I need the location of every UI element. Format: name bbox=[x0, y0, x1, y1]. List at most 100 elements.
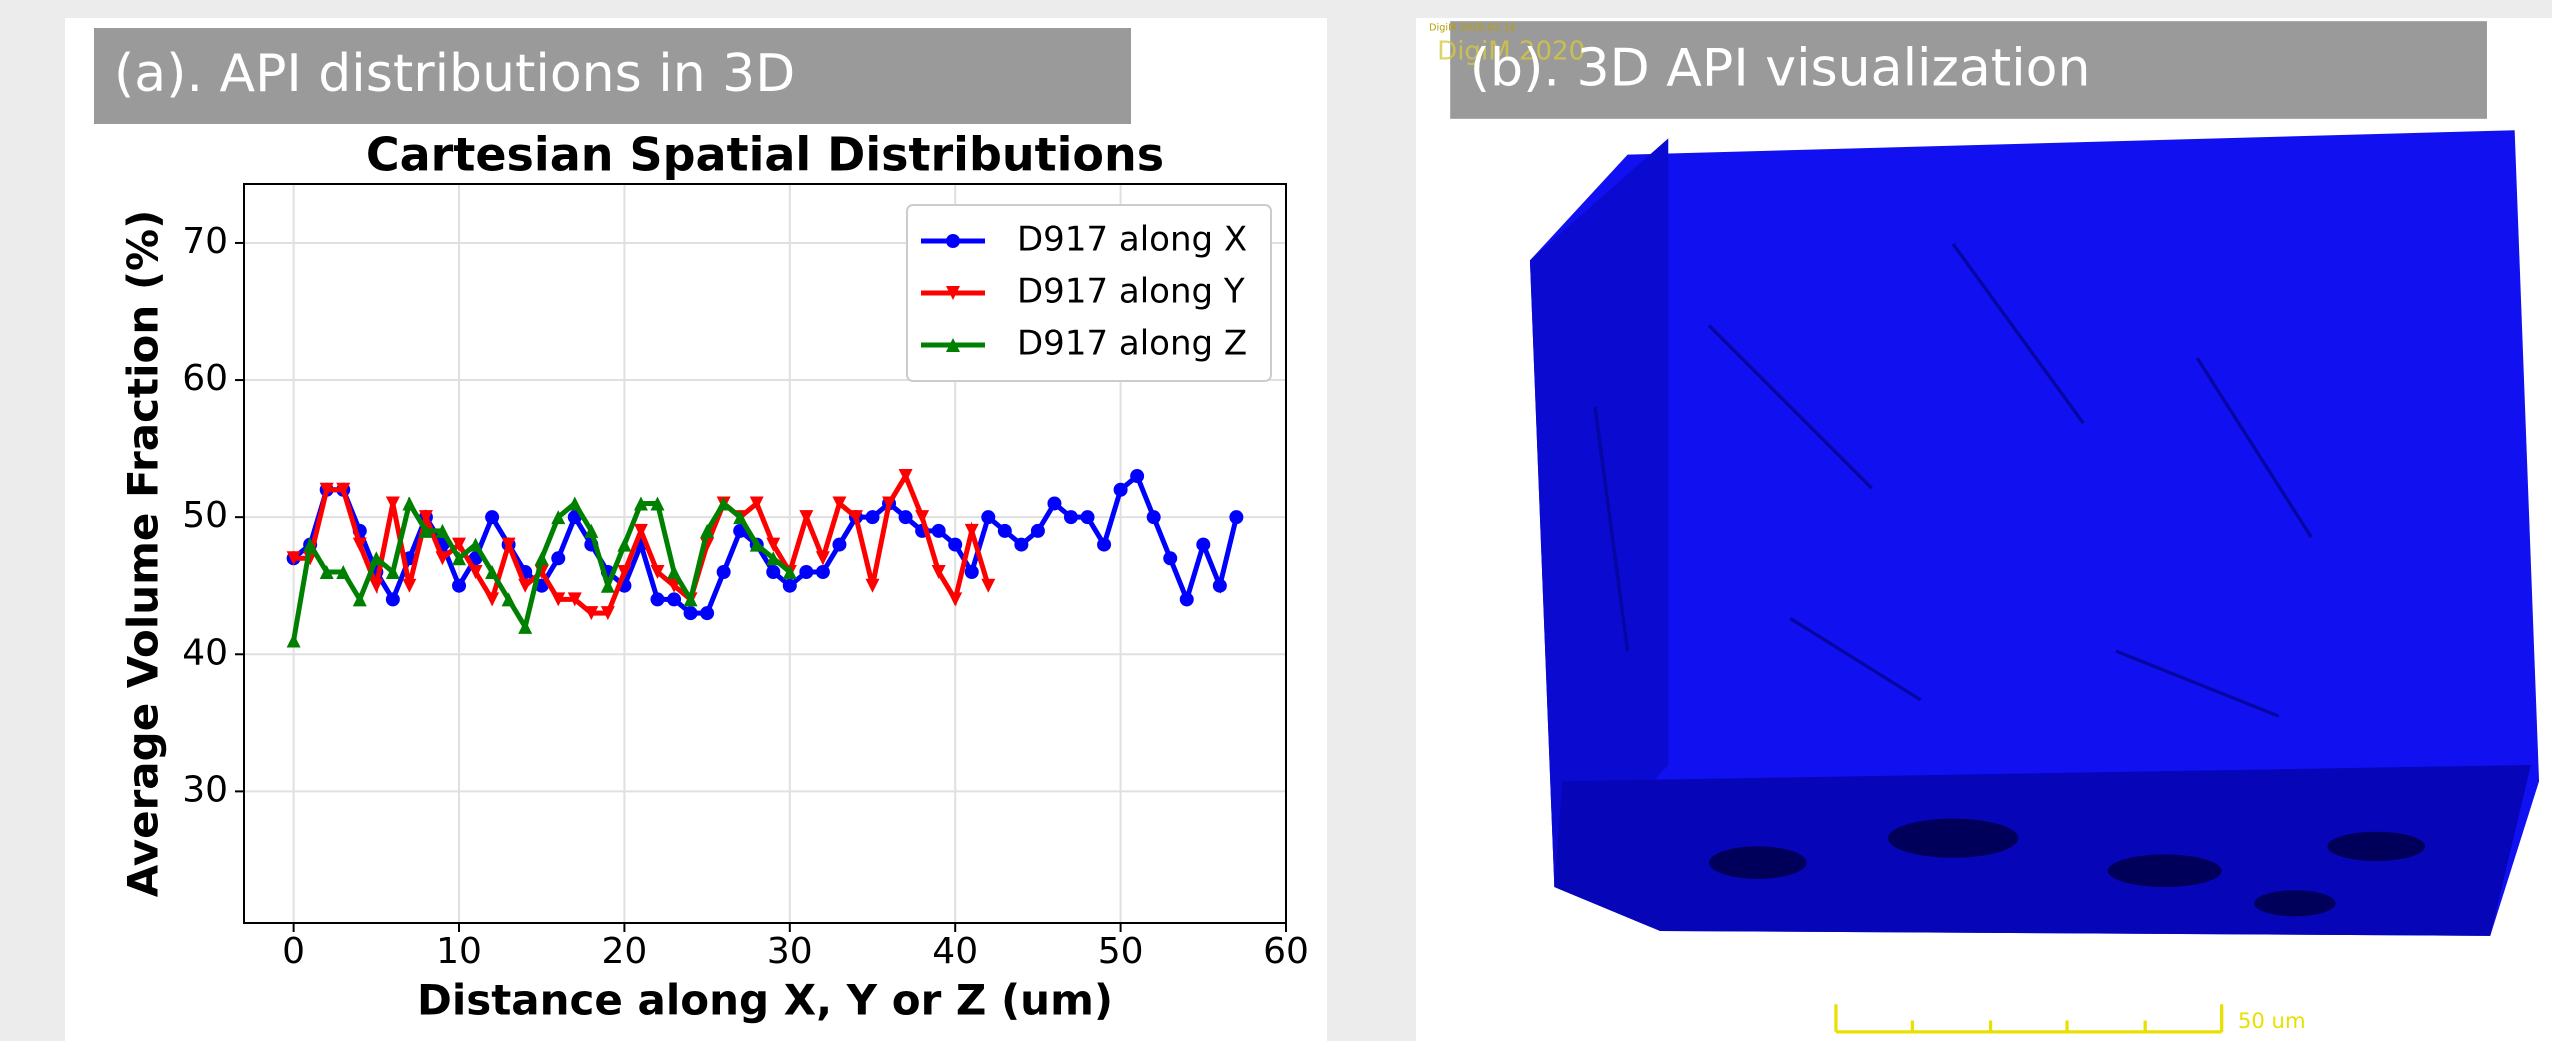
marker bbox=[518, 619, 533, 634]
panel-a-title: (a). API distributions in 3D bbox=[114, 44, 795, 104]
marker bbox=[551, 510, 566, 525]
x-tick-label: 10 bbox=[436, 931, 482, 972]
marker bbox=[1113, 482, 1128, 497]
marker bbox=[650, 592, 665, 607]
legend-marker bbox=[946, 338, 960, 352]
marker bbox=[418, 523, 433, 538]
marker bbox=[518, 578, 533, 593]
marker bbox=[286, 551, 301, 566]
marker bbox=[584, 523, 599, 538]
marker bbox=[452, 578, 467, 593]
pore bbox=[2107, 854, 2222, 888]
marker bbox=[352, 592, 367, 607]
marker bbox=[485, 592, 500, 607]
x-tick-label: 30 bbox=[767, 931, 813, 972]
legend-symbol bbox=[946, 286, 960, 300]
marker bbox=[1212, 578, 1227, 593]
marker bbox=[418, 510, 433, 525]
marker bbox=[948, 592, 963, 607]
marker bbox=[600, 606, 615, 621]
marker bbox=[1097, 537, 1112, 552]
panel-b-header bbox=[1450, 21, 2487, 119]
marker bbox=[749, 537, 764, 552]
marker bbox=[848, 510, 863, 525]
watermark-small: DigiM 2020.02.14 bbox=[1429, 23, 1515, 34]
marker bbox=[633, 496, 648, 511]
plot-frame bbox=[243, 183, 1287, 924]
x-tick-label: 0 bbox=[282, 931, 305, 972]
marker bbox=[600, 578, 615, 593]
marker bbox=[782, 578, 797, 593]
marker bbox=[1014, 537, 1029, 552]
series-line bbox=[292, 471, 1239, 616]
legend-marker bbox=[946, 286, 960, 300]
marker bbox=[501, 592, 516, 607]
marker bbox=[1196, 537, 1211, 552]
marker bbox=[1130, 469, 1145, 484]
y-tick-label: 40 bbox=[182, 632, 228, 673]
marker bbox=[1080, 510, 1095, 525]
marker bbox=[435, 551, 450, 566]
volume-side bbox=[1529, 138, 1669, 888]
marker bbox=[452, 537, 467, 552]
marker bbox=[1047, 496, 1062, 511]
marker bbox=[485, 565, 500, 580]
marker bbox=[551, 551, 566, 566]
marker bbox=[336, 565, 351, 580]
marker bbox=[468, 537, 483, 552]
marker bbox=[931, 565, 946, 580]
marker bbox=[567, 592, 582, 607]
legend-label: D917 along Y bbox=[1017, 272, 1245, 312]
panel-a-header bbox=[94, 28, 1131, 124]
marker bbox=[931, 523, 946, 538]
legend-symbol bbox=[946, 338, 960, 352]
y-axis-label: Average Volume Fraction (%) bbox=[119, 210, 168, 898]
marker bbox=[815, 551, 830, 566]
marker bbox=[683, 606, 698, 621]
x-axis-label: Distance along X, Y or Z (um) bbox=[417, 976, 1113, 1025]
marker bbox=[369, 551, 384, 566]
marker bbox=[782, 565, 797, 580]
legend-label: D917 along X bbox=[1017, 220, 1247, 260]
legend-label: D917 along Z bbox=[1017, 324, 1247, 364]
marker bbox=[766, 537, 781, 552]
panel-b-title: (b). 3D API visualization bbox=[1470, 39, 2091, 99]
marker bbox=[303, 537, 318, 552]
marker bbox=[650, 565, 665, 580]
marker bbox=[617, 565, 632, 580]
marker bbox=[584, 606, 599, 621]
marker bbox=[799, 510, 814, 525]
marker bbox=[964, 565, 979, 580]
chart: Cartesian Spatial Distributions 30 40 50 60 7… bbox=[119, 128, 1309, 1025]
panel-a bbox=[65, 18, 1327, 1041]
y-tick-label: 50 bbox=[182, 495, 228, 536]
marker bbox=[1179, 592, 1194, 607]
chart-title: Cartesian Spatial Distributions bbox=[366, 128, 1164, 182]
marker bbox=[1163, 551, 1178, 566]
marker bbox=[385, 496, 400, 511]
marker bbox=[716, 496, 731, 511]
marker bbox=[799, 565, 814, 580]
legend-box bbox=[906, 204, 1272, 382]
marker bbox=[286, 633, 301, 648]
marker bbox=[336, 482, 351, 497]
marker bbox=[435, 523, 450, 538]
marker bbox=[832, 496, 847, 511]
marker bbox=[485, 510, 500, 525]
legend-symbol bbox=[946, 234, 960, 248]
marker bbox=[815, 565, 830, 580]
marker bbox=[369, 578, 384, 593]
marker bbox=[749, 496, 764, 511]
marker bbox=[700, 606, 715, 621]
marker bbox=[766, 551, 781, 566]
marker bbox=[898, 469, 913, 484]
pore bbox=[2254, 890, 2336, 917]
marker bbox=[319, 565, 334, 580]
marker bbox=[385, 565, 400, 580]
marker bbox=[832, 537, 847, 552]
marker bbox=[534, 551, 549, 566]
marker bbox=[997, 523, 1012, 538]
marker bbox=[319, 482, 334, 497]
marker bbox=[452, 551, 467, 566]
